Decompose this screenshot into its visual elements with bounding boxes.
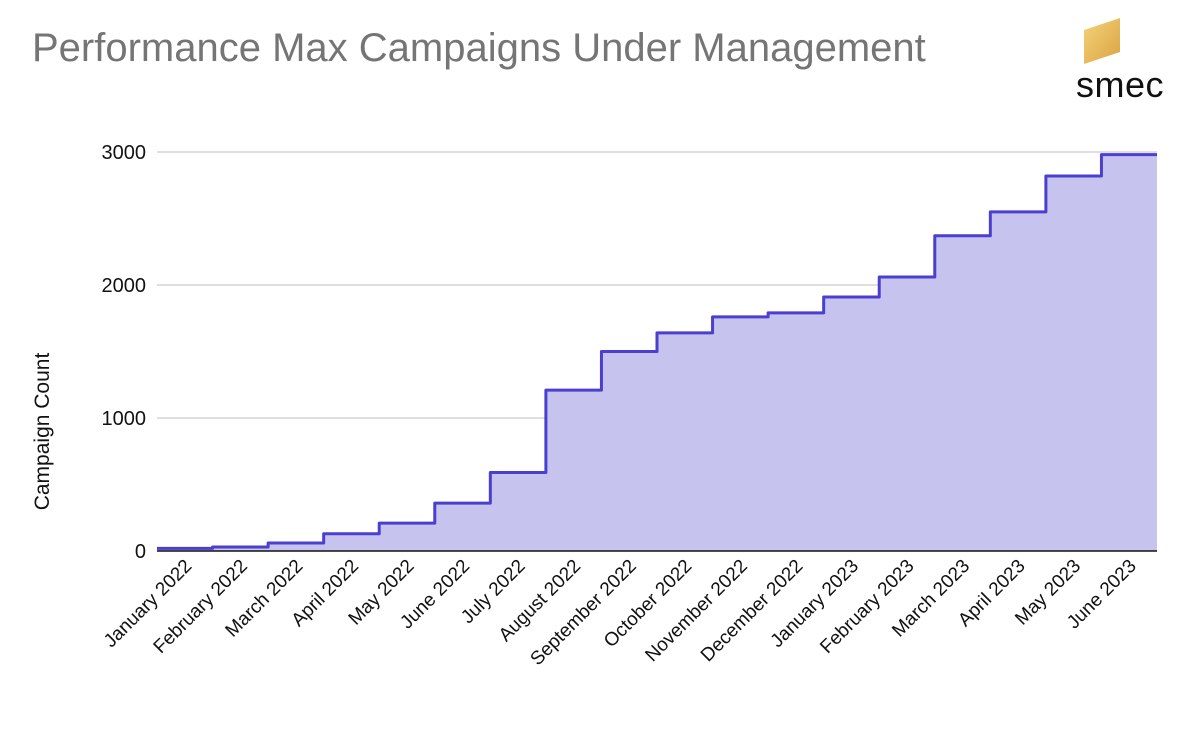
y-axis-label: Campaign Count (31, 353, 54, 511)
logo-mark-icon (1084, 18, 1120, 64)
smec-logo: smec (1076, 18, 1176, 105)
series-step-line (157, 153, 1157, 550)
y-tick-label-1000: 1000 (102, 408, 147, 430)
x-tick-label-11: November 2022 (641, 556, 751, 666)
y-tick-label-3000: 3000 (102, 142, 147, 164)
chart-title: Performance Max Campaigns Under Manageme… (32, 26, 926, 70)
logo-text: smec (1076, 64, 1165, 105)
y-tick-label-2000: 2000 (102, 275, 147, 297)
x-tick-label-12: December 2022 (697, 556, 807, 666)
y-tick-label-0: 0 (135, 541, 146, 563)
